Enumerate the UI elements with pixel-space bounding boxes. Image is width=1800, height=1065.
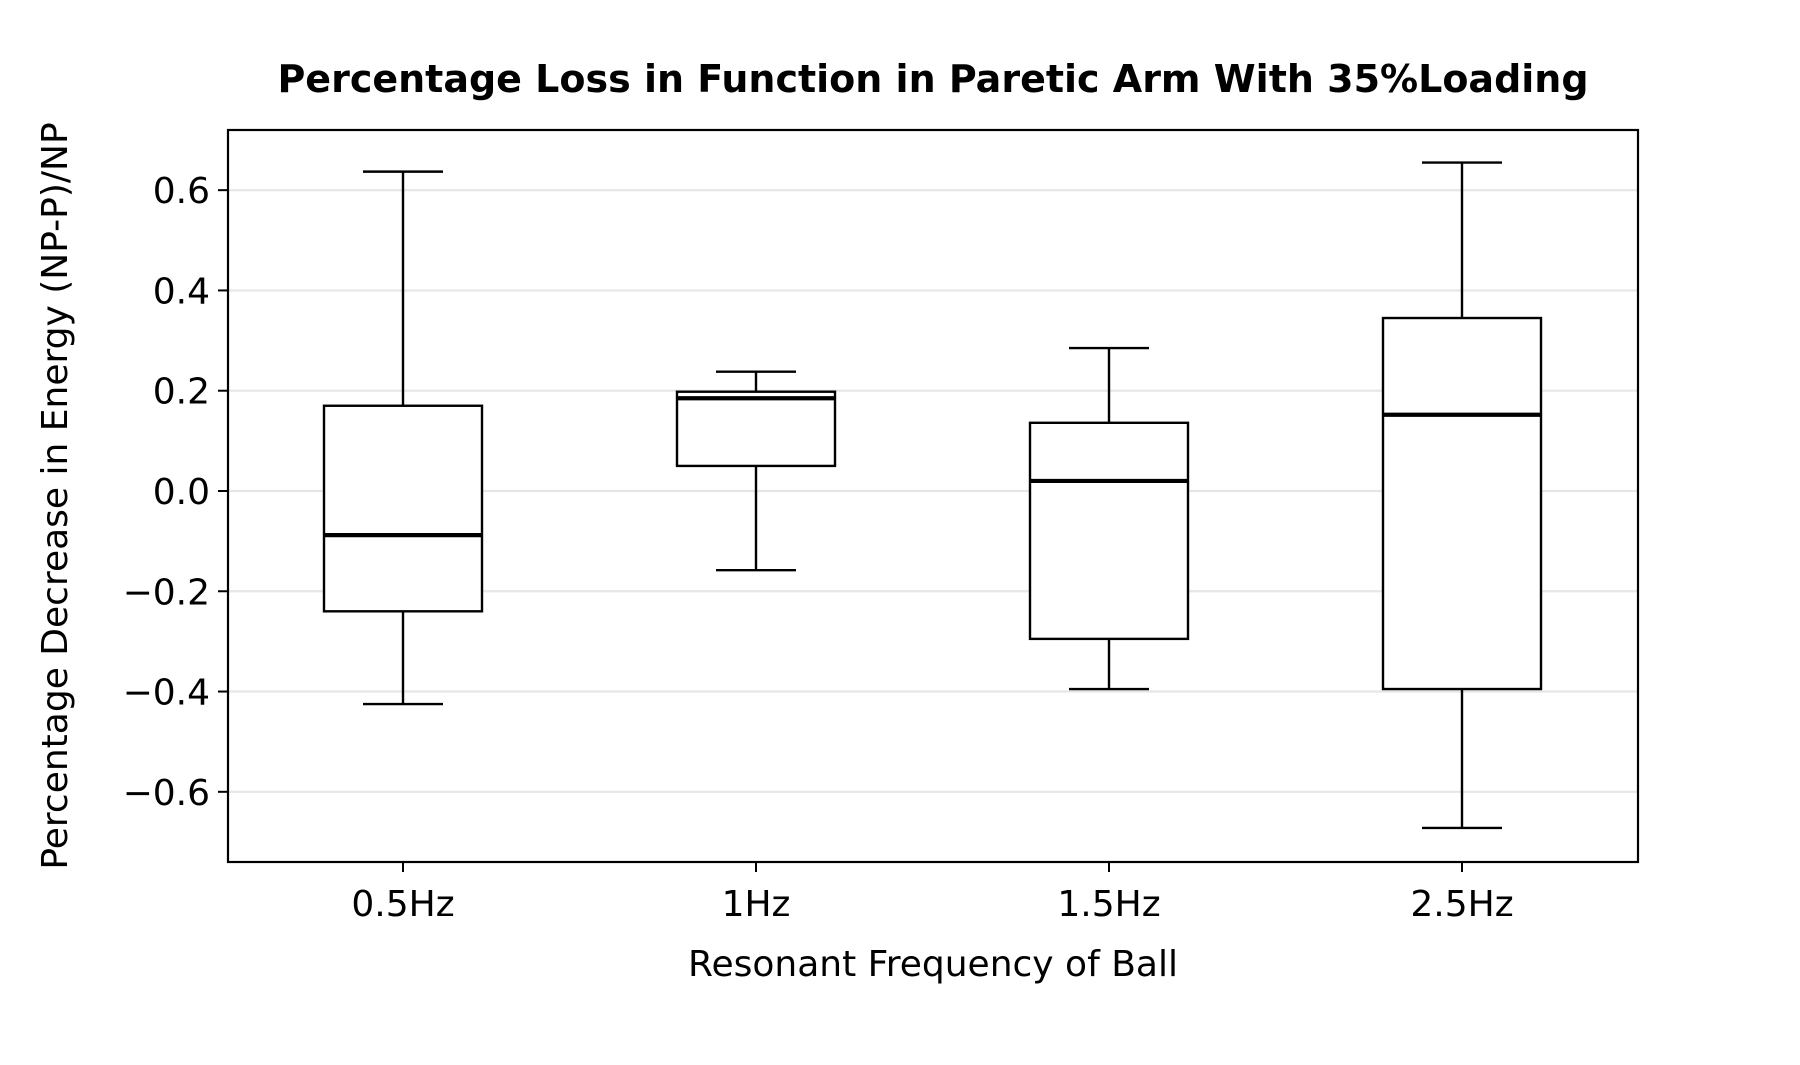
y-tick-label: −0.6: [123, 773, 210, 814]
x-tick-label: 1.5Hz: [1057, 884, 1160, 925]
iqr-box: [1381, 316, 1543, 691]
y-tick-label: 0.0: [153, 472, 210, 513]
x-tick-label: 2.5Hz: [1410, 884, 1513, 925]
iqr-box: [322, 404, 484, 613]
iqr-box: [675, 390, 837, 468]
y-tick-label: 0.6: [153, 171, 210, 212]
y-tick-label: −0.4: [123, 673, 210, 714]
y-tick-label: 0.2: [153, 372, 210, 413]
box-0.5Hz: [322, 170, 484, 706]
box-series: [322, 161, 1543, 830]
box-1.5Hz: [1028, 346, 1190, 691]
y-axis-label: Percentage Decrease in Energy (NP-P)/NP: [35, 122, 76, 869]
plot-area-frame: [226, 128, 1640, 864]
y-tick-label: 0.4: [153, 271, 210, 312]
y-tick-label: −0.2: [123, 572, 210, 613]
x-axis-ticks: 0.5Hz 1Hz 1.5Hz 2.5Hz: [351, 862, 1514, 925]
box-1Hz: [675, 370, 837, 572]
box-2.5Hz: [1381, 161, 1543, 830]
chart-title: Percentage Loss in Function in Paretic A…: [277, 57, 1588, 101]
x-tick-label: 1Hz: [722, 884, 791, 925]
x-tick-label: 0.5Hz: [351, 884, 454, 925]
x-axis-label: Resonant Frequency of Ball: [688, 944, 1178, 985]
y-axis-ticks: −0.6 −0.4 −0.2 0.0 0.2 0.4 0.6: [123, 171, 228, 814]
iqr-box: [1028, 421, 1190, 641]
